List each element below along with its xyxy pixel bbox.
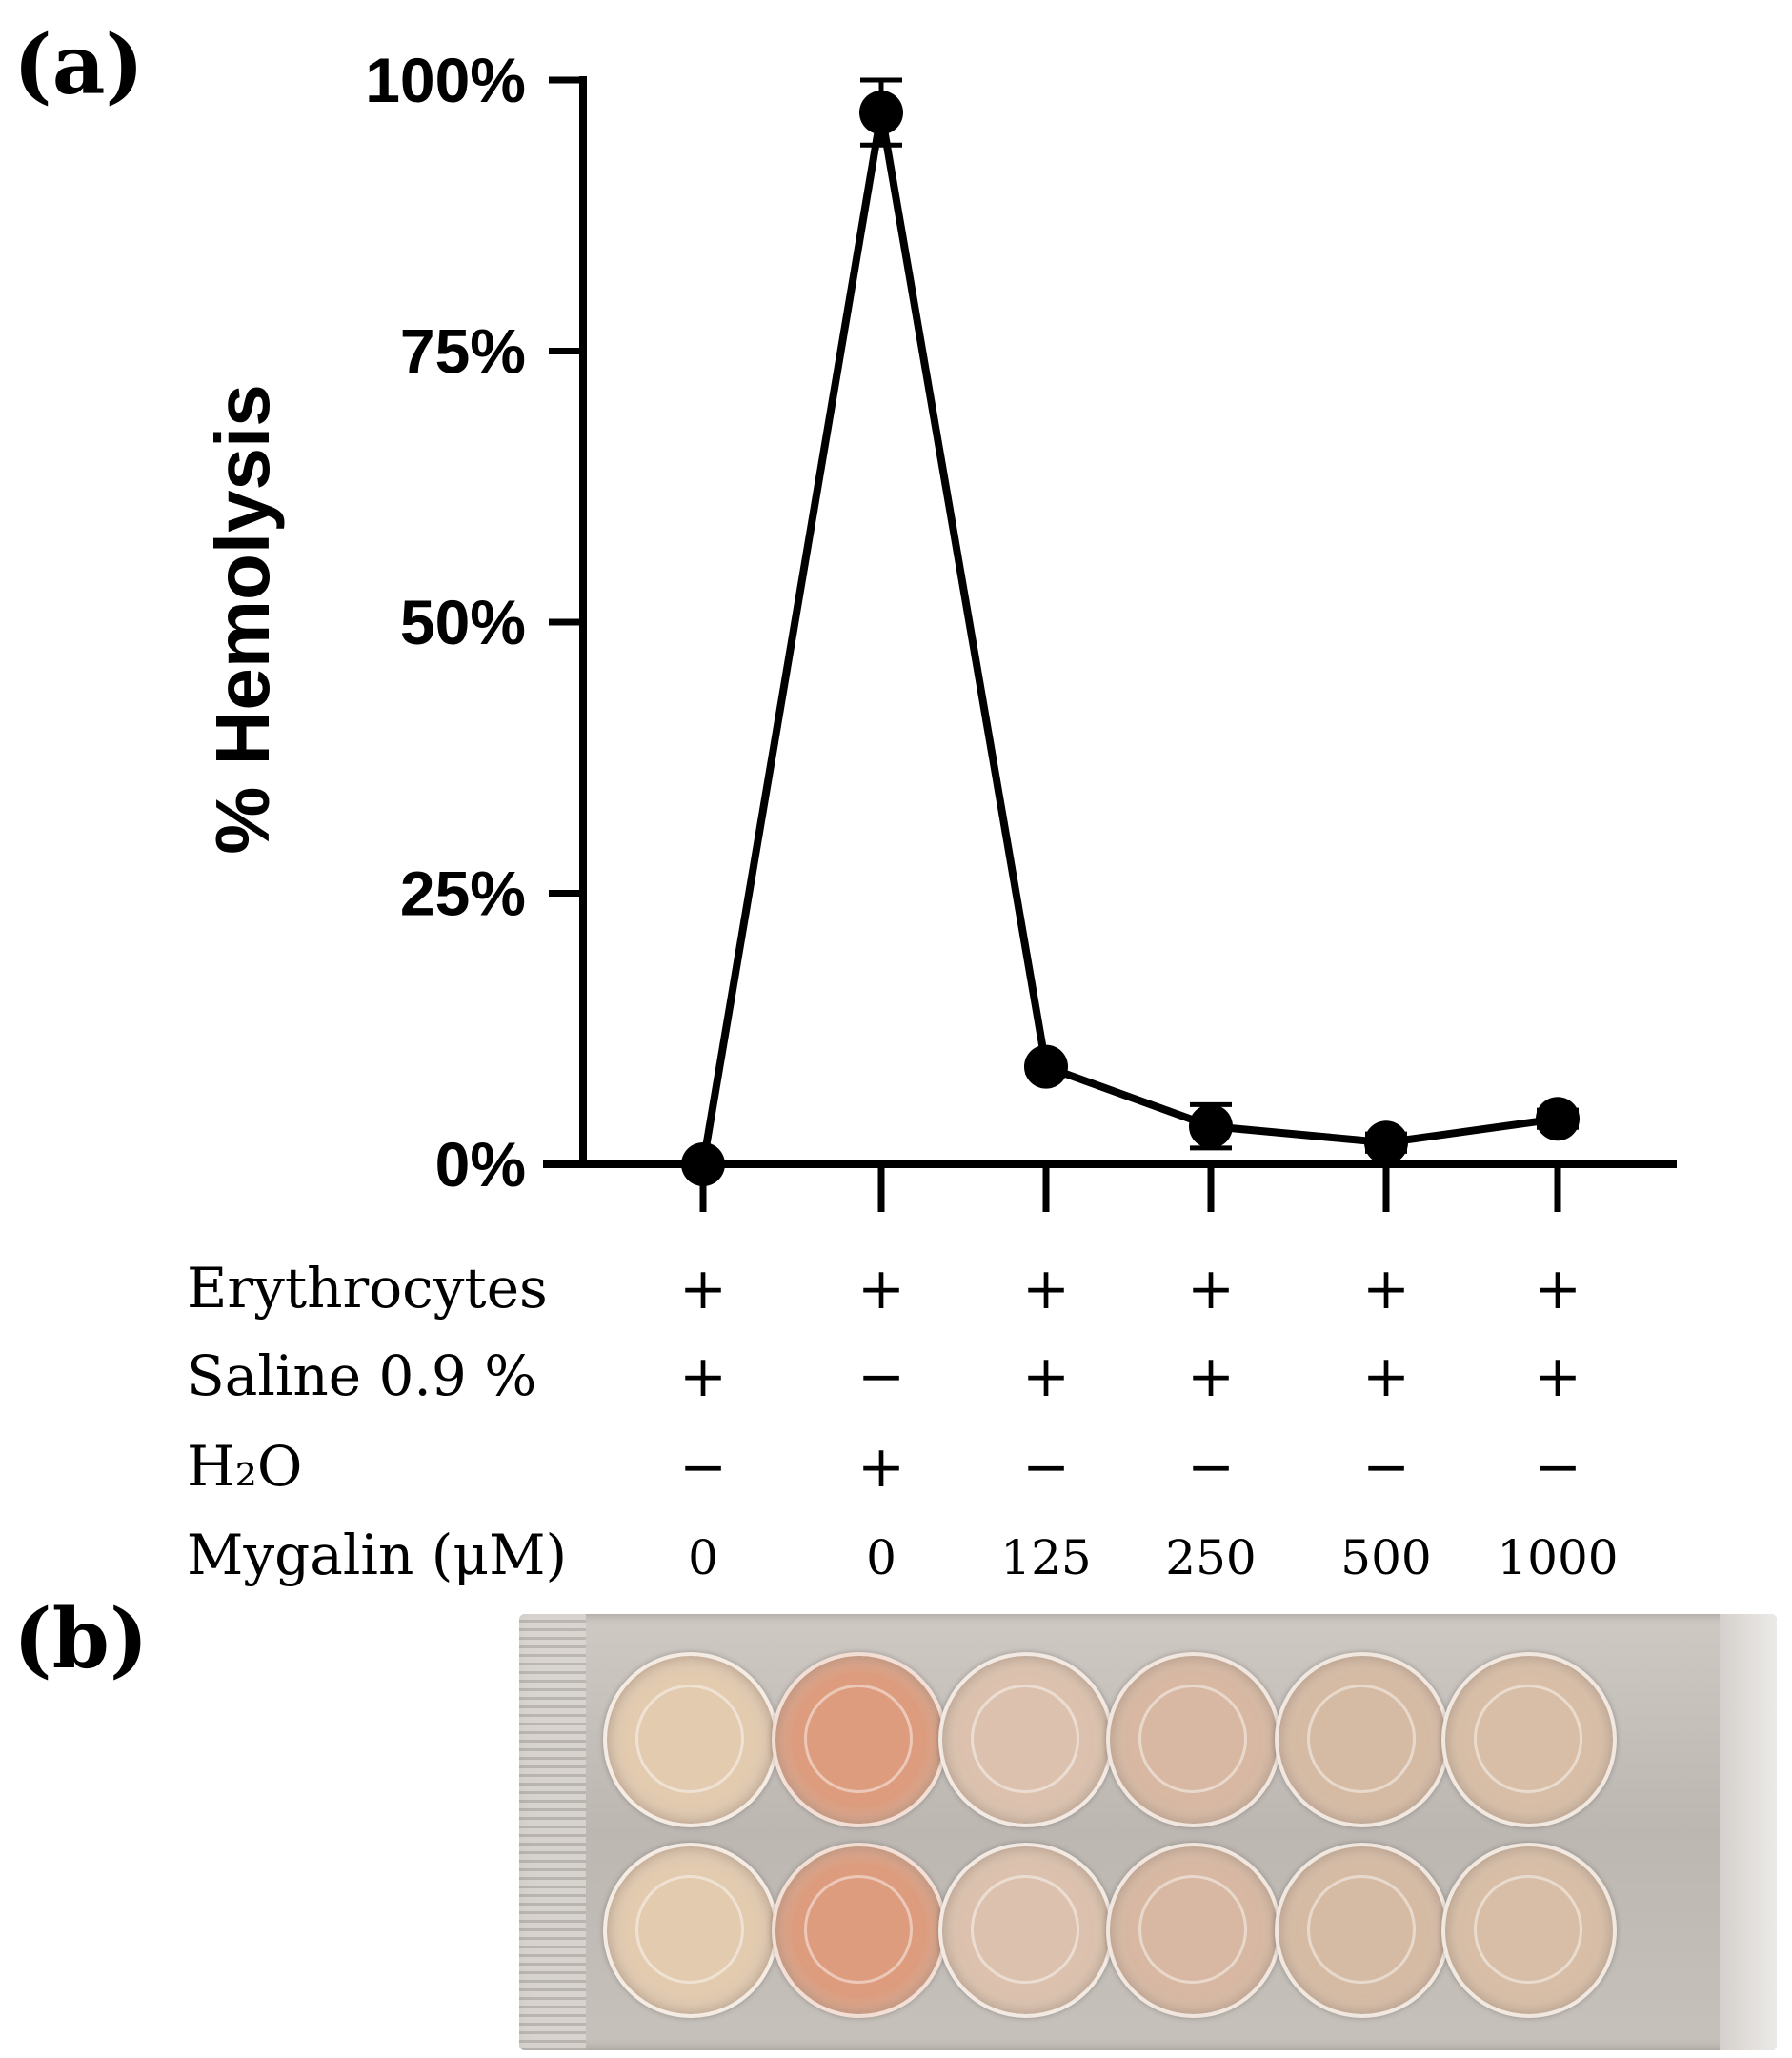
table-cell: − (1186, 1434, 1236, 1501)
data-point (1024, 1044, 1068, 1089)
table-cell: 0 (866, 1530, 896, 1585)
table-cell: + (1186, 1343, 1236, 1410)
plate-well (938, 1652, 1114, 1827)
table-cell: + (1533, 1343, 1582, 1410)
table-cell: 500 (1340, 1530, 1432, 1585)
data-point (681, 1142, 725, 1186)
table-cell: − (1533, 1434, 1582, 1501)
plate-well (603, 1843, 778, 2018)
table-cell: + (1361, 1256, 1411, 1322)
table-cell: − (856, 1343, 906, 1410)
panel-label-a: (a) (13, 17, 145, 113)
data-point (1364, 1120, 1408, 1165)
table-cell: 125 (1000, 1530, 1092, 1585)
table-row-label: Saline 0.9 % (187, 1343, 537, 1408)
table-row-label: H₂O (187, 1434, 303, 1499)
table-cell: + (1021, 1256, 1071, 1322)
table-cell: + (678, 1343, 728, 1410)
table-cell: 250 (1165, 1530, 1257, 1585)
y-tick-label: 100% (365, 45, 526, 115)
table-cell: − (1361, 1434, 1411, 1501)
plate-well (1275, 1843, 1450, 2018)
plate-right-edge (1720, 1614, 1777, 2050)
table-cell: + (1021, 1343, 1071, 1410)
x-ticks (699, 1164, 1561, 1212)
table-cell: + (1186, 1256, 1236, 1322)
table-cell: + (856, 1256, 906, 1322)
plate-well (1441, 1652, 1617, 1827)
panel-label-b: (b) (13, 1591, 149, 1687)
plate-well (1106, 1843, 1281, 2018)
table-cell: + (856, 1434, 906, 1501)
plate-well (1275, 1652, 1450, 1827)
y-axis-label: % Hemolysis (200, 384, 285, 855)
plate-well (938, 1843, 1114, 2018)
y-tick-label: 0% (435, 1129, 526, 1200)
y-tick-label: 50% (400, 587, 526, 657)
y-tick-label: 25% (400, 858, 526, 929)
plate-well (772, 1843, 947, 2018)
plate-well (1106, 1652, 1281, 1827)
table-cell: − (678, 1434, 728, 1501)
plate-well (1441, 1843, 1617, 2018)
y-tick-label: 75% (400, 316, 526, 387)
table-row-label: Erythrocytes (187, 1256, 548, 1321)
data-point (1189, 1104, 1233, 1149)
chart-axes (543, 76, 1677, 1168)
data-point (859, 91, 903, 135)
y-ticks: 0% 25% 50% 75% 100% (365, 45, 583, 1200)
table-cell: + (1361, 1343, 1411, 1410)
hemolysis-chart: 0% 25% 50% 75% 100% % Hemolysis (200, 45, 1677, 1212)
data-point (1536, 1097, 1580, 1141)
chart-series (681, 77, 1580, 1186)
plate-well (603, 1652, 778, 1827)
table-cell: + (1533, 1256, 1582, 1322)
plate-edge-ruler (519, 1614, 586, 2050)
table-cell: + (678, 1256, 728, 1322)
table-cell: − (1021, 1434, 1071, 1501)
table-cell: 1000 (1497, 1530, 1619, 1585)
table-cell: 0 (688, 1530, 718, 1585)
series-line (699, 109, 1559, 1165)
table-row-label: Mygalin (μM) (187, 1523, 568, 1587)
plate-well (772, 1652, 947, 1827)
well-plate-photo (519, 1614, 1777, 2050)
